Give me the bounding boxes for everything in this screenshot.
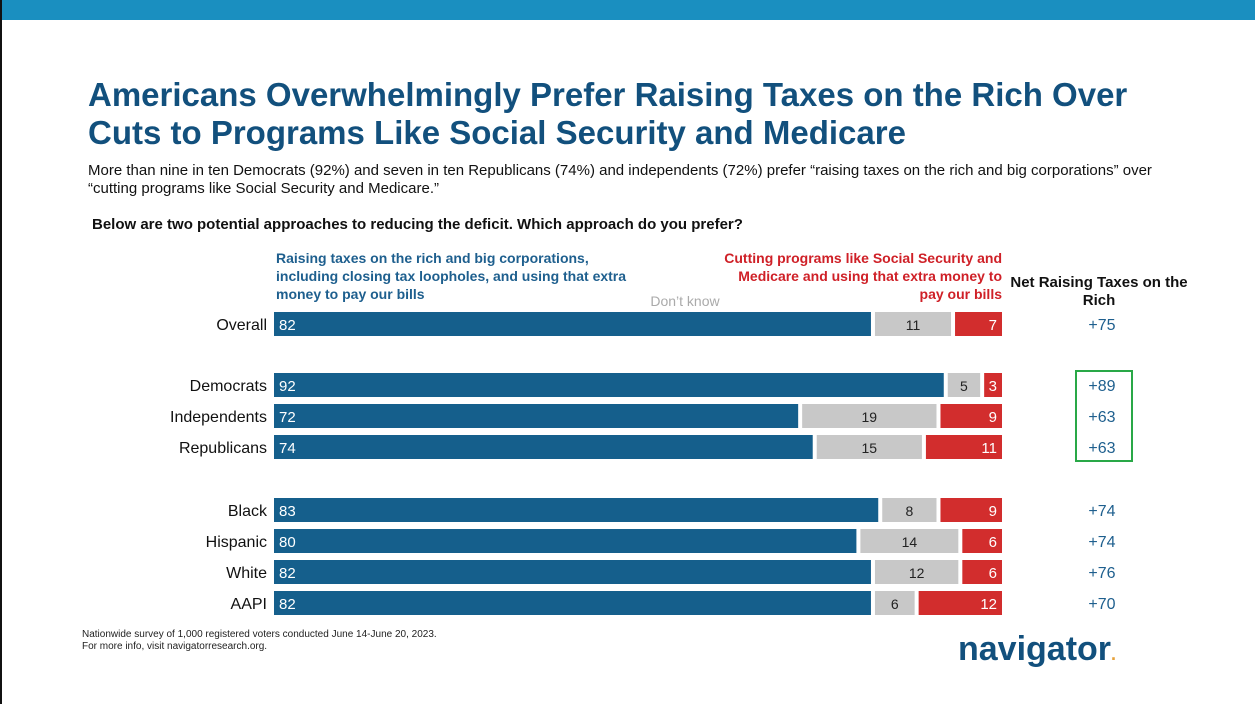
bar-cutting-black	[940, 498, 1002, 522]
value-label-cutting-independents: 9	[989, 409, 997, 426]
bar-raising-independents	[274, 404, 799, 428]
bar-dont-know-democrats	[947, 373, 981, 397]
category-label-republicans: Republicans	[179, 440, 267, 457]
value-label-cutting-overall: 7	[989, 317, 997, 334]
value-label-cutting-democrats: 3	[989, 378, 997, 395]
bar-dont-know-independents	[802, 404, 937, 428]
bar-dont-know-white	[874, 560, 959, 584]
bar-raising-hispanic	[274, 529, 857, 553]
left-border	[0, 0, 2, 704]
value-label-dont-know-independents: 19	[862, 409, 878, 425]
value-label-dont-know-white: 12	[909, 565, 925, 581]
net-value-independents: +63	[1088, 409, 1115, 426]
subtitle: More than nine in ten Democrats (92%) an…	[88, 162, 1152, 197]
category-label-black: Black	[228, 503, 268, 520]
logo-dot-icon: .	[1111, 644, 1117, 664]
net-value-black: +74	[1088, 503, 1115, 520]
net-value-overall: +75	[1088, 317, 1115, 334]
bar-dont-know-aapi	[874, 591, 915, 615]
bar-dont-know-hispanic	[860, 529, 959, 553]
net-value-white: +76	[1088, 565, 1115, 582]
value-label-raising-republicans: 74	[279, 440, 296, 457]
bar-cutting-democrats	[984, 373, 1002, 397]
category-label-overall: Overall	[216, 317, 267, 334]
value-label-raising-aapi: 82	[279, 596, 296, 613]
value-label-dont-know-hispanic: 14	[902, 534, 918, 550]
bar-cutting-white	[962, 560, 1002, 584]
value-label-cutting-hispanic: 6	[989, 534, 997, 551]
page-title: Americans Overwhelmingly Prefer Raising …	[88, 76, 1128, 151]
category-label-democrats: Democrats	[190, 378, 267, 395]
bar-raising-white	[274, 560, 871, 584]
navigator-logo: navigator.	[958, 630, 1116, 669]
category-label-independents: Independents	[170, 409, 267, 426]
category-label-aapi: AAPI	[231, 596, 267, 613]
net-value-hispanic: +74	[1088, 534, 1115, 551]
net-value-aapi: +70	[1088, 596, 1115, 613]
bar-cutting-republicans	[925, 435, 1002, 459]
net-value-republicans: +63	[1088, 440, 1115, 457]
net-highlight-box	[1075, 370, 1133, 462]
value-label-dont-know-republicans: 15	[862, 440, 878, 456]
category-label-white: White	[226, 565, 267, 582]
value-label-dont-know-democrats: 5	[960, 378, 968, 394]
bar-dont-know-republicans	[816, 435, 922, 459]
value-label-raising-black: 83	[279, 503, 296, 520]
bar-raising-black	[274, 498, 879, 522]
value-label-cutting-white: 6	[989, 565, 997, 582]
bar-raising-aapi	[274, 591, 871, 615]
legend-net: Net Raising Taxes on the Rich	[1010, 274, 1188, 309]
bar-dont-know-black	[882, 498, 937, 522]
value-label-raising-hispanic: 80	[279, 534, 296, 551]
value-label-raising-democrats: 92	[279, 378, 296, 395]
legend-dont-know: Don’t know	[650, 293, 720, 309]
bar-raising-republicans	[274, 435, 813, 459]
footnote-line-1: Nationwide survey of 1,000 registered vo…	[82, 629, 437, 640]
value-label-cutting-republicans: 11	[981, 440, 997, 457]
category-label-hispanic: Hispanic	[206, 534, 267, 551]
footnote-line-2: For more info, visit navigatorresearch.o…	[82, 641, 268, 652]
bar-cutting-hispanic	[962, 529, 1002, 553]
logo-text: navigator	[958, 630, 1112, 668]
legend-cutting: Cutting programs like Social Security an…	[724, 250, 1002, 302]
top-accent-bar	[0, 0, 1255, 20]
value-label-dont-know-black: 8	[905, 503, 913, 519]
value-label-cutting-black: 9	[989, 503, 997, 520]
bar-raising-overall	[274, 312, 871, 336]
legend-raising: Raising taxes on the rich and big corpor…	[276, 250, 627, 302]
bar-cutting-independents	[940, 404, 1002, 428]
value-label-dont-know-aapi: 6	[891, 596, 899, 612]
bar-cutting-aapi	[918, 591, 1002, 615]
survey-question: Below are two potential approaches to re…	[92, 216, 743, 233]
value-label-raising-white: 82	[279, 565, 296, 582]
bar-raising-democrats	[274, 373, 944, 397]
bar-dont-know-overall	[874, 312, 952, 336]
bar-cutting-overall	[955, 312, 1002, 336]
value-label-dont-know-overall: 11	[906, 317, 921, 333]
value-label-raising-independents: 72	[279, 409, 296, 426]
net-value-democrats: +89	[1088, 378, 1115, 395]
footnote: Nationwide survey of 1,000 registered vo…	[82, 629, 437, 653]
value-label-cutting-aapi: 12	[980, 596, 997, 613]
value-label-raising-overall: 82	[279, 317, 296, 334]
